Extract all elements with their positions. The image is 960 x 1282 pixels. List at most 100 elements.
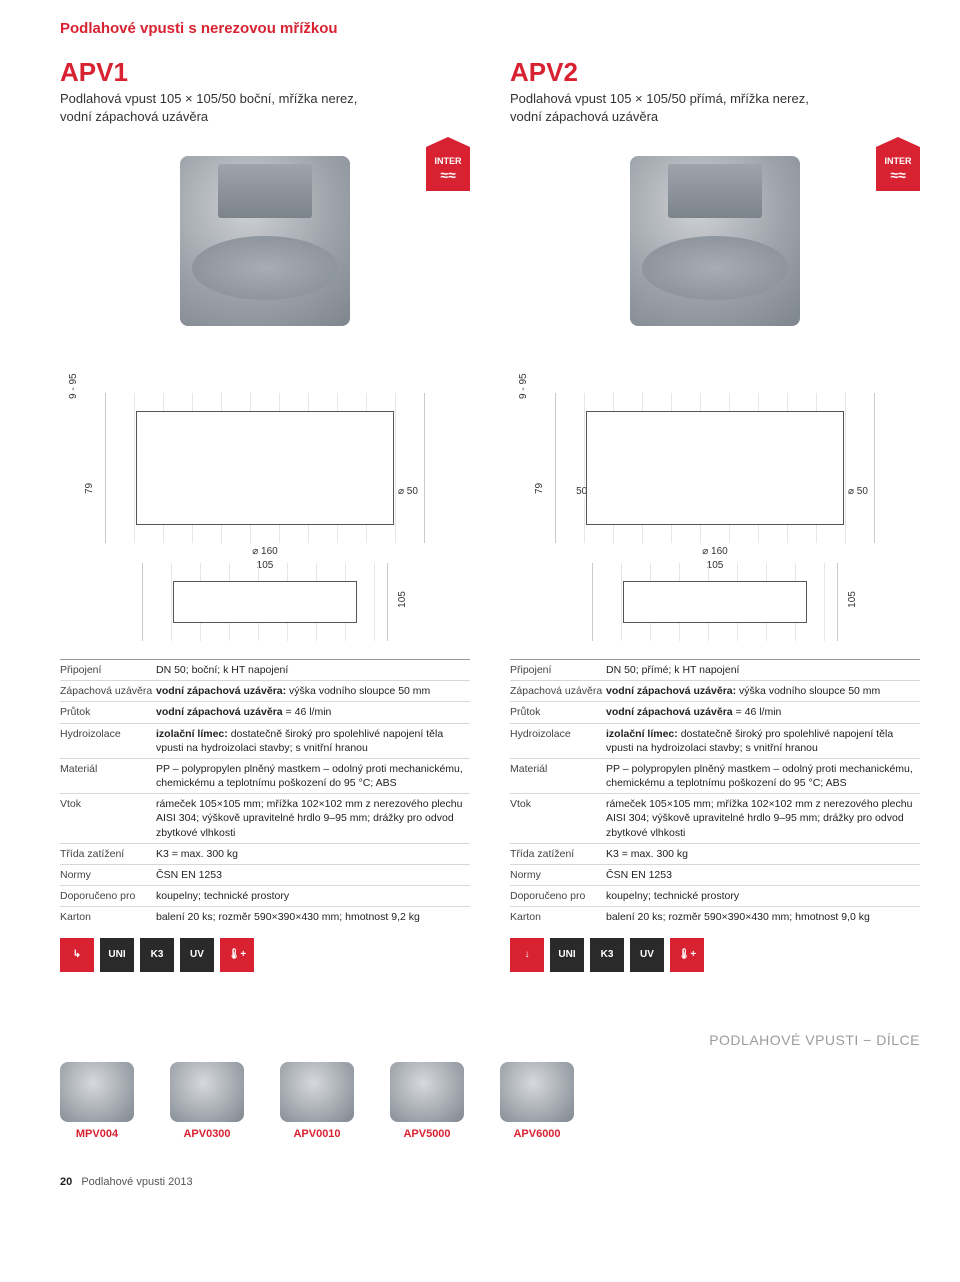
spec-key: Připojení [60,663,156,677]
spec-key: Hydroizolace [60,727,156,755]
spec-key: Vtok [60,797,156,840]
spec-row: PřipojeníDN 50; boční; k HT napojení [60,659,470,680]
product-photo-area: INTER [60,141,470,341]
spec-value: rámeček 105×105 mm; mřížka 102×102 mm z … [606,797,920,840]
spec-key: Připojení [510,663,606,677]
spec-key: Materiál [60,762,156,790]
drawing-plan: 105 [592,563,838,641]
spec-value: PP – polypropylen plněný mastkem – odoln… [606,762,920,790]
spec-row: Zápachová uzávěravodní zápachová uzávěra… [60,680,470,701]
part-image [60,1062,134,1122]
product-column: APV1Podlahová vpust 105 × 105/50 boční, … [60,57,470,972]
drawing-elevation: 9 - 9579⌀ 5050⌀ 160105 [555,393,875,543]
feature-icon: UNI [100,938,134,972]
part-item: APV5000 [390,1062,464,1140]
spec-row: Průtokvodní zápachová uzávěra = 46 l/min [510,701,920,722]
spec-row: Průtokvodní zápachová uzávěra = 46 l/min [60,701,470,722]
spec-value: PP – polypropylen plněný mastkem – odoln… [156,762,470,790]
spec-row: Třída zatíženíK3 = max. 300 kg [510,843,920,864]
spec-row: NormyČSN EN 1253 [510,864,920,885]
dimension-label: 105 [847,589,858,610]
dimension-label: 50 [574,486,589,497]
product-code: APV2 [510,57,920,88]
part-code: APV6000 [500,1128,574,1140]
drawing-plan: 105 [142,563,388,641]
feature-icon: K3 [590,938,624,972]
product-photo [180,156,350,326]
spec-key: Zápachová uzávěra [60,684,156,698]
spec-key: Karton [510,910,606,924]
spec-value: DN 50; přímé; k HT napojení [606,663,920,677]
spec-row: Hydroizolaceizolační límec: dostatečně š… [60,723,470,758]
icon-strip: ↓UNIK3UV🌡+ [510,938,920,972]
part-item: APV0300 [170,1062,244,1140]
spec-key: Průtok [510,705,606,719]
spec-row: MateriálPP – polypropylen plněný mastkem… [510,758,920,793]
spec-table: PřipojeníDN 50; boční; k HT napojeníZápa… [60,659,470,927]
part-item: MPV004 [60,1062,134,1140]
feature-icon: 🌡+ [670,938,704,972]
feature-icon: ↓ [510,938,544,972]
spec-key: Materiál [510,762,606,790]
spec-row: Třída zatíženíK3 = max. 300 kg [60,843,470,864]
spec-value: balení 20 ks; rozměr 590×390×430 mm; hmo… [606,910,920,924]
spec-value: izolační límec: dostatečně široký pro sp… [156,727,470,755]
part-code: APV0300 [170,1128,244,1140]
spec-value: DN 50; boční; k HT napojení [156,663,470,677]
dimension-label: 9 - 95 [68,372,79,402]
spec-value: koupelny; technické prostory [156,889,470,903]
spec-value: K3 = max. 300 kg [606,847,920,861]
footer-text: Podlahové vpusti 2013 [81,1176,192,1188]
product-photo [630,156,800,326]
inter-badge: INTER [876,147,920,191]
dimension-label: 9 - 95 [518,372,529,402]
dimension-label: 79 [84,481,95,496]
spec-row: Doporučeno prokoupelny; technické prosto… [510,885,920,906]
feature-icon: UV [630,938,664,972]
spec-key: Třída zatížení [60,847,156,861]
spec-row: Vtokrámeček 105×105 mm; mřížka 102×102 m… [510,793,920,843]
spec-key: Normy [60,868,156,882]
spec-key: Doporučeno pro [510,889,606,903]
feature-icon: K3 [140,938,174,972]
feature-icon: UNI [550,938,584,972]
part-item: APV0010 [280,1062,354,1140]
spec-value: koupelny; technické prostory [606,889,920,903]
page-title: Podlahové vpusti s nerezovou mřížkou [60,20,920,37]
spec-key: Normy [510,868,606,882]
spec-key: Průtok [60,705,156,719]
spec-value: rámeček 105×105 mm; mřížka 102×102 mm z … [156,797,470,840]
spec-row: PřipojeníDN 50; přímé; k HT napojení [510,659,920,680]
dimension-label: ⌀ 50 [846,486,870,497]
part-image [500,1062,574,1122]
spec-row: Kartonbalení 20 ks; rozměr 590×390×430 m… [510,906,920,927]
product-description: Podlahová vpust 105 × 105/50 boční, mříž… [60,90,470,125]
spec-value: ČSN EN 1253 [606,868,920,882]
dimension-label: ⌀ 50 [396,486,420,497]
dimension-label: 79 [534,481,545,496]
icon-strip: ↳UNIK3UV🌡+ [60,938,470,972]
spec-key: Hydroizolace [510,727,606,755]
spec-value: vodní zápachová uzávěra: výška vodního s… [606,684,920,698]
spec-row: Doporučeno prokoupelny; technické prosto… [60,885,470,906]
spec-key: Karton [60,910,156,924]
page-number: 20 [60,1176,72,1188]
product-column: APV2Podlahová vpust 105 × 105/50 přímá, … [510,57,920,972]
spec-key: Třída zatížení [510,847,606,861]
page-footer: 20 Podlahové vpusti 2013 [60,1176,920,1188]
part-code: APV5000 [390,1128,464,1140]
part-item: APV6000 [500,1062,574,1140]
spec-value: balení 20 ks; rozměr 590×390×430 mm; hmo… [156,910,470,924]
spec-key: Vtok [510,797,606,840]
spec-value: vodní zápachová uzávěra = 46 l/min [606,705,920,719]
spec-row: Vtokrámeček 105×105 mm; mřížka 102×102 m… [60,793,470,843]
part-code: MPV004 [60,1128,134,1140]
part-image [170,1062,244,1122]
product-photo-area: INTER [510,141,920,341]
dimension-label: ⌀ 160 [250,546,279,557]
feature-icon: 🌡+ [220,938,254,972]
dimension-label: 105 [397,589,408,610]
spec-row: MateriálPP – polypropylen plněný mastkem… [60,758,470,793]
product-description: Podlahová vpust 105 × 105/50 přímá, mříž… [510,90,920,125]
section-label: PODLAHOVÉ VPUSTI − DÍLCE [60,1032,920,1048]
